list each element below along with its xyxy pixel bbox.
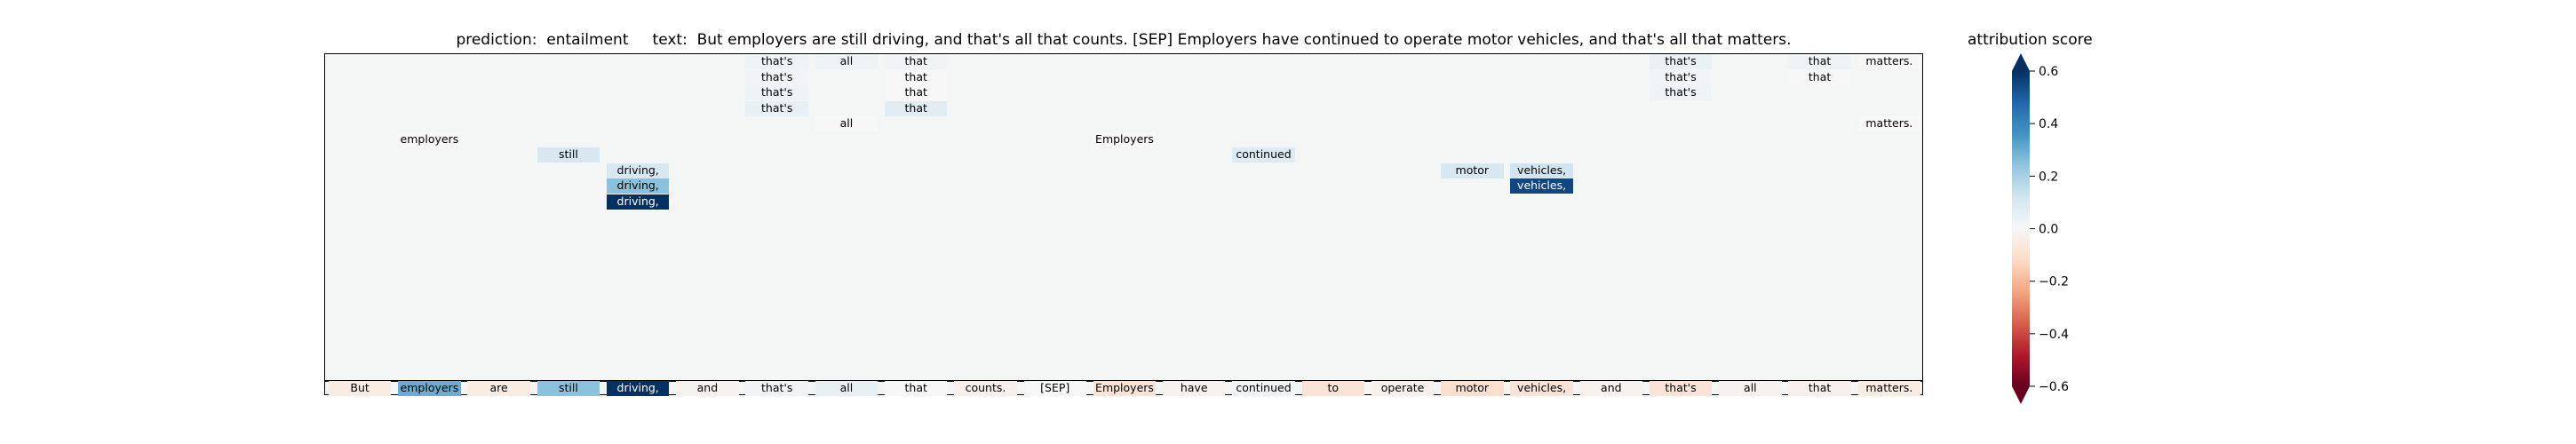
attention-cell: that	[885, 85, 948, 101]
baseline-separator	[325, 379, 1922, 382]
attention-cell: that	[1788, 69, 1851, 85]
attention-cell: driving,	[606, 178, 670, 194]
token-cell: operate	[1371, 380, 1435, 396]
colorbar-tick-label: 0.6	[2039, 65, 2058, 79]
attention-cell: employers	[398, 131, 461, 147]
token-cell: all	[1719, 380, 1782, 396]
token-cell: But	[328, 380, 392, 396]
colorbar-tick-label: −0.4	[2039, 328, 2069, 342]
colorbar-extend-max	[2012, 53, 2030, 71]
token-cell: motor	[1441, 380, 1504, 396]
attention-cell: still	[537, 147, 600, 163]
colorbar-label: attribution score	[1968, 31, 2093, 49]
attention-cell: all	[815, 116, 879, 132]
attention-cell: continued	[1232, 147, 1295, 163]
token-cell: continued	[1232, 380, 1295, 396]
token-cell: and	[676, 380, 739, 396]
colorbar-gradient	[2012, 71, 2030, 386]
token-cell: to	[1301, 380, 1364, 396]
attention-cell: that's	[745, 100, 808, 116]
attention-cell: matters.	[1857, 116, 1921, 132]
colorbar-tick-label: −0.2	[2039, 275, 2069, 289]
attention-cell: that's	[1649, 54, 1713, 70]
heatmap-plot-area: But employers are still driving, and that's all…	[324, 53, 1923, 396]
token-cell: that's	[745, 380, 808, 396]
token-cell: still	[537, 380, 600, 396]
attention-cell: that	[885, 69, 948, 85]
attention-cell: driving,	[606, 163, 670, 178]
attention-cell: that's	[745, 69, 808, 85]
token-cell: that's	[1649, 380, 1713, 396]
attention-cell: that's	[745, 85, 808, 101]
attention-cell: that's	[1649, 69, 1713, 85]
attention-cell: that	[1788, 54, 1851, 70]
token-cell: have	[1163, 380, 1226, 396]
attention-cell: motor	[1441, 163, 1504, 178]
chart-title: prediction: entailment text: But employe…	[324, 31, 1923, 49]
attention-cell: vehicles,	[1510, 178, 1573, 194]
colorbar-extend-min	[2012, 386, 2030, 404]
token-cell: employers	[398, 380, 461, 396]
token-cell: matters.	[1857, 380, 1921, 396]
colorbar-tick-label: 0.4	[2039, 117, 2058, 131]
input-text: text: But employers are still driving, a…	[652, 31, 1792, 49]
attention-cell: matters.	[1857, 54, 1921, 70]
token-cell: all	[815, 380, 879, 396]
token-cell: [SEP]	[1023, 380, 1086, 396]
attention-cell: that's	[745, 54, 808, 70]
token-cell: that	[885, 380, 948, 396]
attention-cell: that	[885, 54, 948, 70]
token-cell: that	[1788, 380, 1851, 396]
colorbar-tick-label: 0.0	[2039, 223, 2058, 237]
token-cell: vehicles,	[1510, 380, 1573, 396]
attention-cell: Employers	[1093, 131, 1157, 147]
attention-cell: driving,	[606, 194, 670, 210]
token-cell: are	[467, 380, 530, 396]
colorbar-tick-label: −0.6	[2039, 380, 2069, 394]
prediction-label: prediction: entailment	[456, 31, 629, 49]
attention-cell: all	[815, 54, 879, 70]
token-cell: counts.	[954, 380, 1017, 396]
token-cell: driving,	[606, 380, 670, 396]
token-cell: and	[1579, 380, 1643, 396]
attention-cell: vehicles,	[1510, 163, 1573, 178]
colorbar-tick-label: 0.2	[2039, 170, 2058, 184]
token-cell: Employers	[1093, 380, 1157, 396]
attention-cell: that	[885, 100, 948, 116]
colorbar: 0.6 0.4 0.2 0.0 −0.2 −0.4 −0.6	[2012, 53, 2069, 404]
attention-cell: that's	[1649, 85, 1713, 101]
